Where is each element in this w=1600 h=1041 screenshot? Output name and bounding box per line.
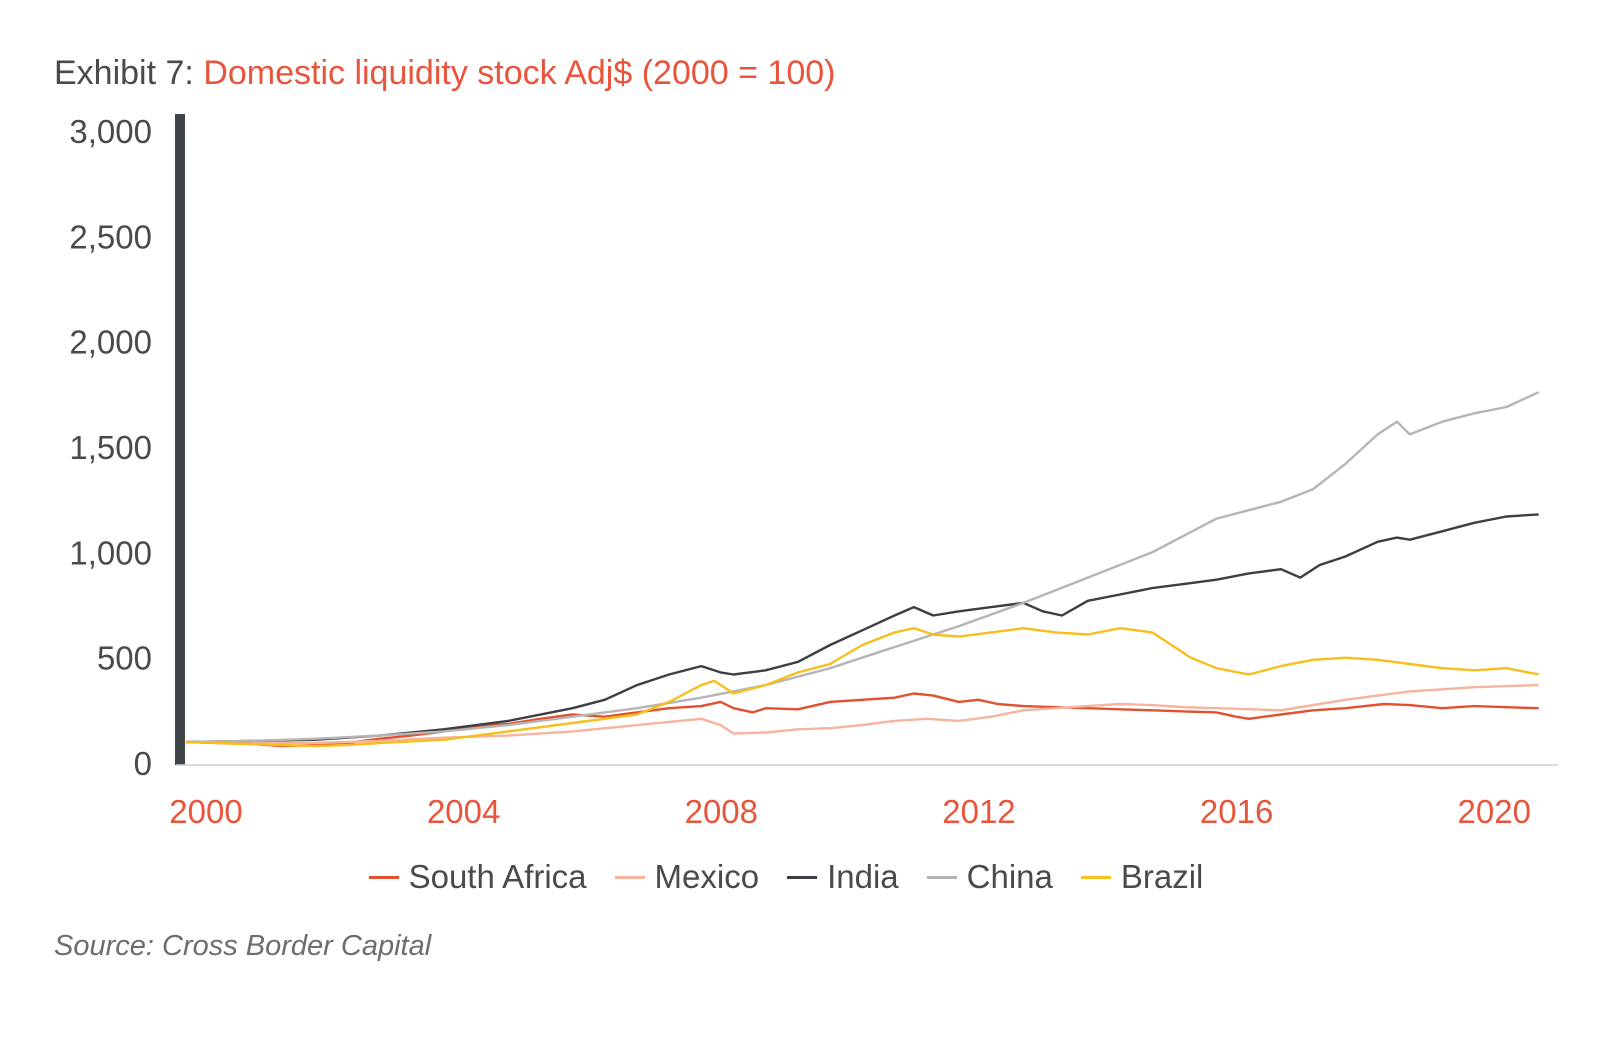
legend-swatch — [368, 875, 399, 879]
legend-label: Brazil — [1120, 858, 1204, 895]
exhibit-label: Exhibit 7: — [54, 54, 204, 92]
y-tick-label: 2,000 — [69, 324, 152, 361]
x-tick-label: 2012 — [942, 793, 1015, 830]
y-tick-label: 3,000 — [69, 113, 152, 150]
x-tick-label: 2004 — [427, 793, 500, 830]
y-tick-label: 0 — [134, 745, 152, 782]
series-line-india — [185, 513, 1539, 744]
legend-item-brazil: Brazil — [1080, 858, 1204, 896]
legend-item-mexico: Mexico — [614, 858, 760, 896]
x-tick-label: 2000 — [169, 793, 242, 830]
legend-item-china: China — [926, 858, 1053, 896]
legend-item-south-africa: South Africa — [368, 858, 587, 896]
series-line-china — [185, 391, 1540, 744]
x-tick-label: 2008 — [685, 793, 758, 830]
series-line-mexico — [185, 683, 1539, 745]
chart-title: Exhibit 7: Domestic liquidity stock Adj$… — [54, 54, 835, 93]
legend-swatch — [926, 875, 957, 879]
y-tick-label: 1,000 — [69, 534, 152, 571]
chart-title-text: Domestic liquidity stock Adj$ (2000 = 10… — [203, 54, 836, 92]
source-note: Source: Cross Border Capital — [54, 930, 432, 962]
y-tick-label: 2,500 — [69, 218, 152, 255]
legend-label: Mexico — [654, 858, 760, 895]
legend-item-india: India — [787, 858, 899, 896]
legend-label: India — [827, 858, 899, 895]
x-tick-label: 2020 — [1458, 793, 1531, 830]
x-tick-label: 2016 — [1200, 793, 1273, 830]
legend-swatch — [787, 875, 818, 879]
series-line-brazil — [185, 627, 1539, 748]
legend-label: South Africa — [408, 858, 587, 895]
legend-swatch — [614, 875, 645, 879]
y-tick-label: 500 — [97, 640, 152, 677]
legend-swatch — [1080, 875, 1111, 879]
y-tick-label: 1,500 — [69, 429, 152, 466]
chart-legend: South Africa Mexico India China Brazil — [0, 858, 1600, 896]
legend-label: China — [966, 858, 1053, 895]
